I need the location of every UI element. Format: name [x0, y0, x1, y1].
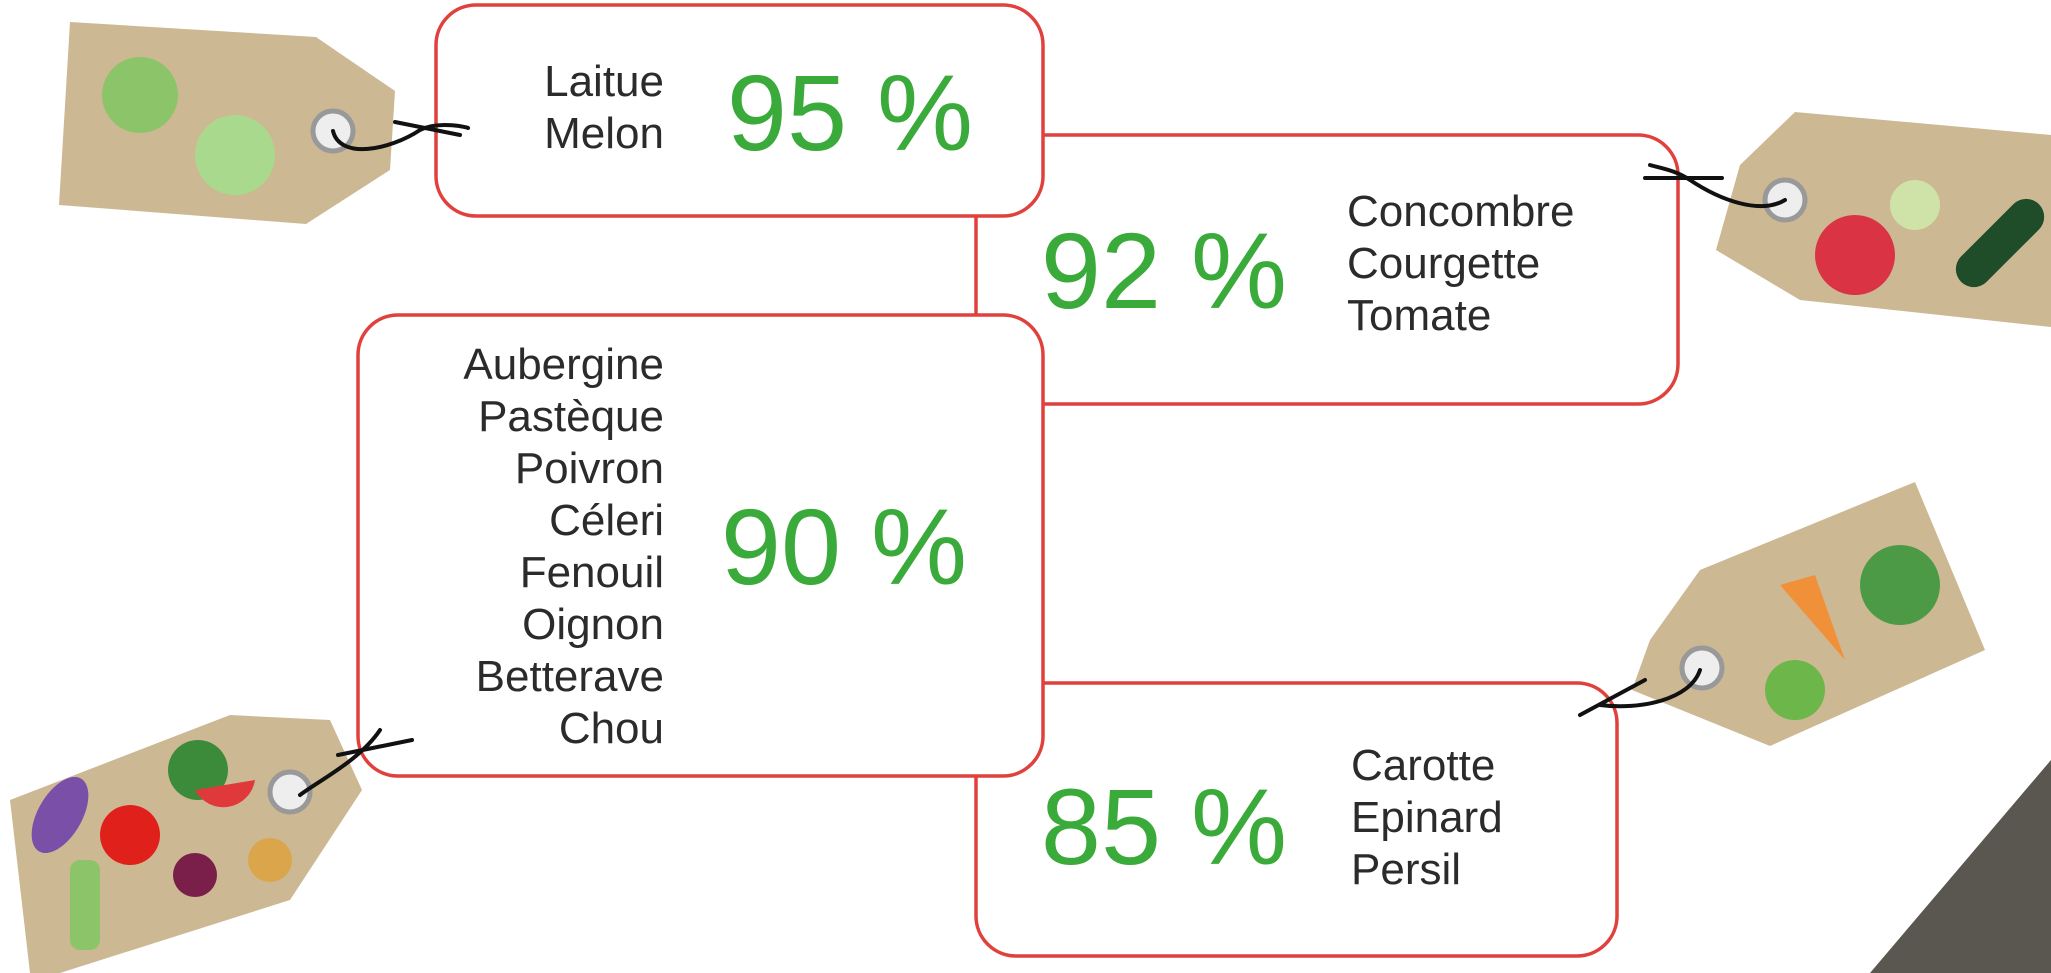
tag-concombre [1645, 112, 2051, 327]
vegetable-name: Courgette [1347, 239, 1540, 288]
vegetable-name: Céleri [549, 496, 664, 545]
pepper-icon [100, 805, 160, 865]
stat-box: 90 % AuberginePastèquePoivronCéleriFenoui… [358, 315, 1043, 776]
spinach-icon [1860, 545, 1940, 625]
tag-carotte [1580, 482, 1985, 746]
tomato-icon [1815, 215, 1895, 295]
vegetable-name: Epinard [1351, 793, 1503, 842]
infographic: 92 % ConcombreCourgetteTomate 85 % CarotteE… [0, 0, 2051, 973]
vegetable-name: Pastèque [478, 392, 664, 441]
melon-icon [195, 115, 275, 195]
vegetable-name: Betterave [476, 652, 664, 701]
vegetable-name: Aubergine [463, 340, 664, 389]
cucumber-icon [1890, 180, 1940, 230]
vegetable-name: Chou [559, 704, 664, 753]
beet-icon [173, 853, 217, 897]
parsley-icon [1765, 660, 1825, 720]
vegetable-name: Oignon [522, 600, 664, 649]
tag-hole [1682, 648, 1722, 688]
vegetable-name: Melon [544, 109, 664, 158]
percent: 85 % [1041, 766, 1287, 887]
onion-icon [248, 838, 292, 882]
vegetable-name: Carotte [1351, 741, 1495, 790]
corner-photo [1870, 760, 2051, 973]
percent: 90 % [721, 486, 967, 607]
vegetable-name: Laitue [544, 57, 664, 106]
celery-icon [70, 860, 100, 950]
vegetable-name: Fenouil [520, 548, 664, 597]
lettuce-icon [102, 57, 178, 133]
tag-laitue-melon [59, 22, 468, 224]
page: 92 % ConcombreCourgetteTomate 85 % CarotteE… [0, 0, 2051, 973]
vegetable-name: Persil [1351, 845, 1461, 894]
percent: 92 % [1041, 210, 1287, 331]
vegetable-name: Concombre [1347, 187, 1574, 236]
tag-aubergine [10, 715, 412, 973]
vegetable-name: Poivron [515, 444, 664, 493]
vegetable-name: Tomate [1347, 291, 1491, 340]
percent: 95 % [727, 52, 973, 173]
